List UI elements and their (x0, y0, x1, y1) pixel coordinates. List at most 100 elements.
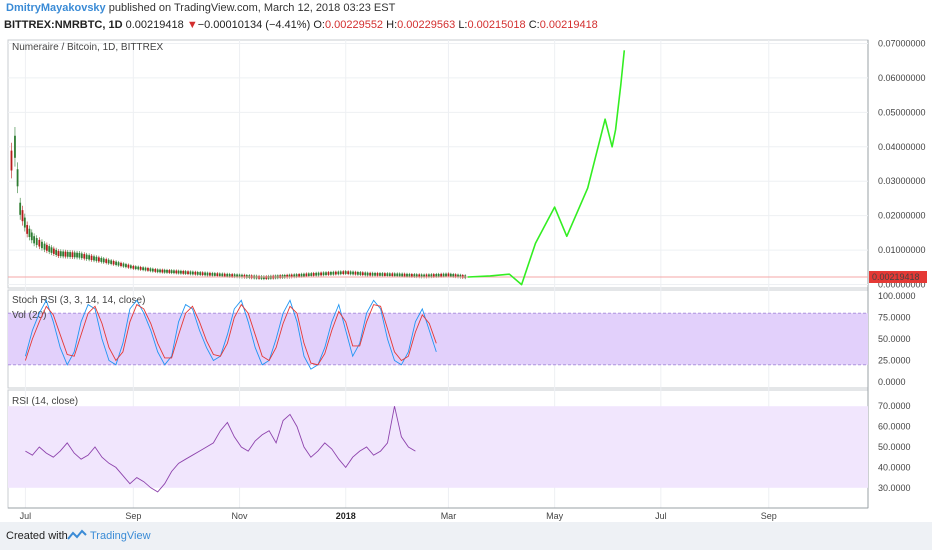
candle-body (78, 252, 81, 258)
candle-body (55, 249, 58, 255)
candle-body (66, 251, 69, 257)
candle-body (127, 264, 130, 268)
candle-body (216, 273, 219, 277)
stoch-tick-label: 50.0000 (878, 334, 911, 344)
candle-body (10, 150, 13, 171)
candle-body (154, 269, 157, 272)
low-value: 0.00215018 (467, 19, 526, 31)
candle-body (226, 273, 229, 277)
candle-body (115, 261, 117, 266)
low-label: L: (458, 19, 468, 31)
candle-body (398, 273, 401, 277)
candle-body (420, 274, 423, 278)
chart-header-line2: BITTREX:NMRBTC, 1D 0.00219418 ▼−0.000101… (4, 19, 598, 31)
candle-body (425, 274, 428, 278)
stoch-tick-label: 0.0000 (878, 377, 906, 387)
candle-body (415, 274, 418, 278)
candle-body (452, 274, 455, 277)
candle-body (241, 274, 243, 278)
tradingview-brand-link[interactable]: TradingView (90, 530, 151, 542)
candle-body (170, 270, 173, 274)
candle-body (386, 273, 389, 277)
candle-body (43, 243, 46, 250)
candle-body (194, 271, 197, 275)
candle-body (59, 251, 62, 257)
change-value: −0.00010134 (−4.41%) (197, 19, 311, 31)
candle-body (182, 270, 185, 274)
candle-body (374, 272, 376, 276)
candle-body (137, 266, 140, 270)
candle-body (76, 252, 78, 258)
candle-body (156, 269, 159, 273)
candle-body (50, 247, 53, 253)
candle-body (310, 273, 313, 276)
candle-body (120, 262, 122, 267)
candle-body (349, 271, 352, 275)
candle-body (384, 273, 386, 276)
candle-body (48, 246, 51, 252)
candle-body (196, 271, 199, 275)
candle-body (166, 269, 168, 273)
volume-overlay-title: Vol (20) (12, 310, 46, 321)
chart-canvas[interactable]: Jul Sep Nov 2018 Mar May Jul Sep 0.07000000 0.060… (0, 0, 932, 522)
open-label: O: (313, 19, 325, 31)
rsi-line (25, 406, 416, 493)
candle-body (290, 274, 293, 278)
candle-body (288, 274, 291, 278)
forecast-drawing[interactable] (467, 50, 626, 286)
candle-body (57, 251, 60, 257)
candle-body (461, 275, 464, 278)
x-tick-label: Jul (20, 511, 32, 521)
candle-body (245, 275, 248, 278)
candle-body (88, 255, 91, 260)
candle-body (211, 272, 214, 276)
candle-body (303, 273, 305, 277)
candle-body (173, 270, 175, 274)
candle-body (14, 135, 16, 158)
x-tick-label: Jul (655, 511, 667, 521)
candle-body (457, 274, 459, 278)
candle-body (231, 274, 234, 277)
candle-body (223, 273, 226, 277)
candle-body (21, 210, 24, 222)
candle-body (366, 272, 369, 276)
candle-body (334, 271, 337, 275)
candle-body (33, 236, 36, 244)
price-tick-label: 0.01000000 (878, 245, 926, 255)
candle-body (388, 273, 391, 277)
last-price: 0.00219418 (125, 19, 184, 31)
candle-body (213, 273, 216, 276)
candle-body (62, 251, 65, 257)
candle-body (361, 272, 364, 276)
candle-body (112, 260, 115, 265)
candle-body (312, 273, 315, 276)
candle-body (332, 271, 335, 275)
candle-body (93, 256, 95, 261)
created-with-text: Created with (6, 530, 68, 542)
candle-body (236, 274, 238, 278)
candle-body (442, 273, 445, 277)
candle-body (379, 273, 381, 276)
candle-body (95, 256, 98, 261)
stoch-tick-label: 100.0000 (878, 291, 916, 301)
candle-body (418, 274, 421, 278)
candle-body (243, 274, 246, 278)
candle-body (317, 272, 320, 276)
candle-body (339, 271, 342, 275)
candle-body (293, 274, 296, 278)
pane-border-price (7, 39, 869, 289)
symbol-label[interactable]: BITTREX:NMRBTC, 1D (4, 19, 123, 31)
stoch-tick-label: 75.0000 (878, 313, 911, 323)
candle-body (376, 273, 379, 276)
candle-body (428, 274, 430, 278)
author-link[interactable]: DmitryMayakovsky (6, 2, 106, 14)
candle-body (369, 272, 372, 276)
stoch-pane-title: Stoch RSI (3, 3, 14, 14, close) (12, 295, 145, 306)
candle-body (330, 271, 332, 275)
candle-body (238, 274, 241, 278)
rsi-tick-label: 50.0000 (878, 442, 911, 452)
candle-body (440, 273, 443, 277)
candle-body (38, 239, 41, 247)
candle-body (45, 244, 48, 251)
candle-body (147, 268, 149, 271)
